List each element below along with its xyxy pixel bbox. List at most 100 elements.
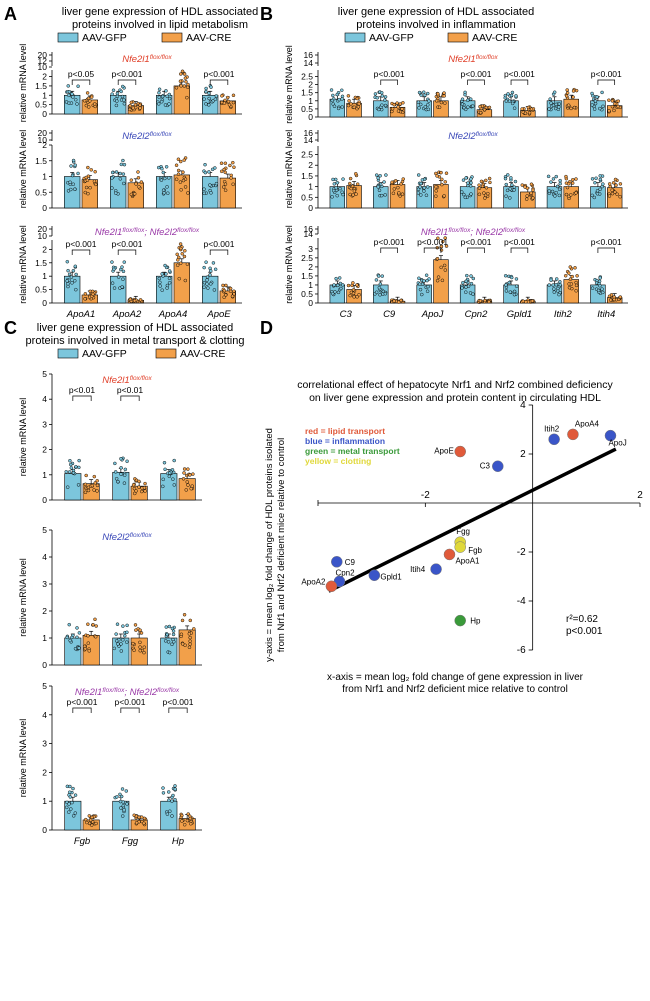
- p-value-label: p<0.001: [374, 237, 405, 247]
- y-tick-label: 12: [38, 56, 48, 66]
- genotype-sup: flox/flox: [157, 687, 180, 694]
- data-point: [375, 96, 380, 100]
- data-point: [74, 287, 78, 292]
- data-point: [71, 814, 76, 818]
- data-point: [93, 481, 98, 485]
- genotype-base: Nfe2l1: [122, 54, 149, 65]
- significance-bracket: [120, 395, 140, 401]
- y-tick-label: 1.5: [301, 271, 313, 281]
- data-point: [601, 104, 605, 109]
- data-point: [158, 284, 162, 288]
- y-axis-label: relative mRNA level: [284, 225, 294, 304]
- data-point: [175, 252, 179, 257]
- data-point: [558, 280, 562, 284]
- data-point: [434, 185, 438, 189]
- data-point: [568, 265, 573, 269]
- r-squared: r²=0.62: [566, 614, 598, 625]
- data-point: [128, 107, 132, 112]
- data-point: [70, 173, 75, 178]
- data-point: [463, 195, 468, 200]
- data-point: [167, 102, 171, 106]
- y-tick-label: 20: [38, 50, 48, 60]
- data-point: [88, 185, 92, 190]
- data-point: [419, 193, 423, 197]
- data-point: [142, 821, 146, 825]
- data-point: [202, 285, 206, 289]
- data-point: [529, 107, 534, 111]
- data-point: [210, 167, 215, 172]
- y-tick-label: 3: [42, 579, 47, 589]
- data-point: [512, 188, 516, 192]
- legend-B: AAV-GFP AAV-CRE: [344, 32, 517, 44]
- data-point: [601, 290, 605, 295]
- data-point: [504, 289, 509, 293]
- data-point: [64, 470, 68, 474]
- data-point: [442, 263, 447, 268]
- data-point: [205, 278, 209, 282]
- data-point: [95, 483, 100, 488]
- y-tick-label: 1.5: [35, 156, 47, 166]
- data-point: [91, 622, 95, 627]
- data-point: [192, 627, 196, 631]
- data-point: [333, 290, 337, 294]
- data-point: [112, 646, 116, 651]
- y-axis-label: relative mRNA level: [18, 225, 28, 304]
- data-point: [188, 473, 192, 477]
- genotype-title: Nfe2l2flox/flox: [102, 532, 152, 543]
- panel-letter-B: B: [260, 4, 273, 24]
- data-point: [348, 181, 352, 186]
- data-point-fgb: [454, 541, 466, 553]
- data-point: [178, 261, 183, 266]
- data-point: [121, 172, 126, 176]
- data-point: [434, 189, 438, 193]
- data-point: [226, 99, 231, 104]
- y-tick-label: 2: [42, 767, 47, 777]
- data-point: [547, 283, 551, 287]
- y-tick-label: 2.5: [301, 150, 313, 160]
- category-label: ApoJ: [421, 309, 444, 320]
- data-point: [383, 103, 388, 108]
- data-point: [419, 181, 423, 186]
- data-point: [93, 617, 97, 622]
- data-point: [161, 484, 165, 489]
- data-point: [77, 631, 82, 635]
- data-point: [65, 279, 69, 283]
- y-tick-label: 2: [308, 80, 313, 90]
- data-point: [529, 182, 534, 186]
- legend-label-cre: AAV-CRE: [472, 32, 517, 44]
- data-point: [231, 93, 236, 98]
- point-label: Hp: [470, 617, 481, 626]
- genotype-base: Nfe2l2: [122, 131, 150, 142]
- data-point: [129, 100, 134, 105]
- data-point: [173, 797, 177, 802]
- data-point: [374, 173, 379, 177]
- p-value-label: p<0.001: [112, 69, 143, 79]
- data-point: [565, 91, 570, 95]
- data-point: [427, 99, 431, 103]
- data-point: [336, 106, 341, 111]
- data-point: [69, 466, 74, 470]
- data-point: [202, 97, 206, 101]
- data-point: [392, 187, 397, 191]
- data-point: [549, 278, 553, 282]
- data-point-gpld1: [368, 569, 381, 582]
- data-point: [551, 283, 555, 287]
- data-point: [160, 288, 164, 292]
- data-point: [176, 255, 181, 260]
- data-point: [67, 790, 72, 794]
- data-point: [351, 281, 355, 285]
- y-tick-label: 1.5: [35, 258, 47, 268]
- data-point: [554, 190, 558, 195]
- data-point: [73, 163, 77, 167]
- data-point: [504, 283, 508, 287]
- data-point: [487, 299, 491, 304]
- data-point: [395, 101, 399, 105]
- data-point: [597, 279, 602, 284]
- data-point: [396, 300, 401, 304]
- data-point: [134, 814, 139, 818]
- data-point: [66, 268, 70, 273]
- data-point: [334, 177, 338, 182]
- data-point: [179, 246, 183, 251]
- data-point: [610, 99, 615, 103]
- data-point: [390, 109, 394, 114]
